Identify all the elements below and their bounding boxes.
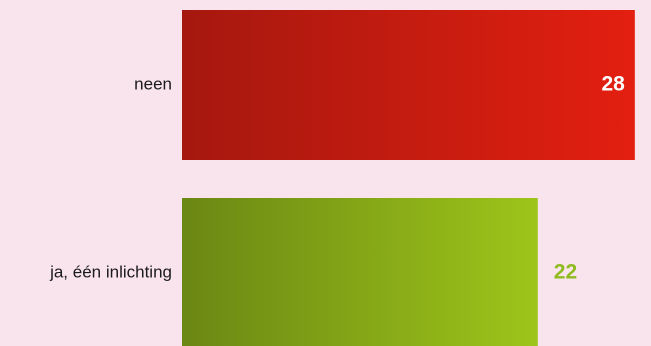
value-label-0: 28: [601, 73, 625, 96]
bar-0: [182, 10, 635, 160]
category-label-1: ja, één inlichting: [49, 262, 172, 281]
value-label-1: 22: [554, 261, 577, 284]
bar-1: [182, 198, 538, 346]
category-label-0: neen: [134, 74, 172, 93]
